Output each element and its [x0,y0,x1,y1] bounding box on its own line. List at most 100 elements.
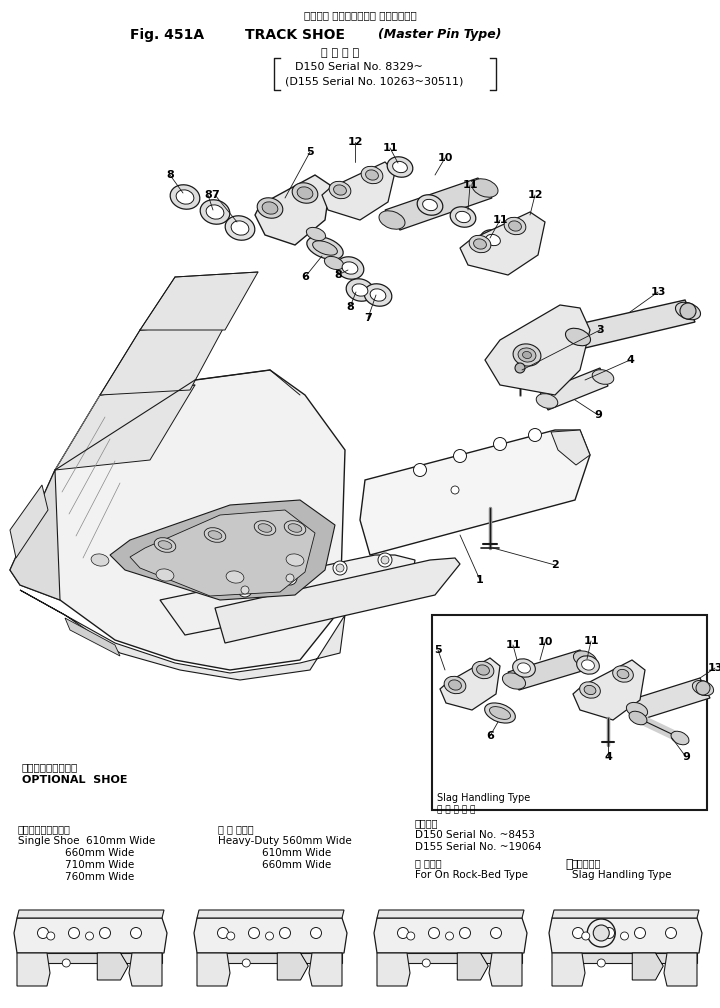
Circle shape [665,927,677,938]
Text: 3: 3 [596,325,604,335]
Ellipse shape [307,228,325,241]
Polygon shape [160,555,415,635]
Text: 適用号機: 適用号機 [415,818,438,828]
Text: 11: 11 [462,180,478,190]
Ellipse shape [693,680,714,696]
Circle shape [266,932,274,940]
Polygon shape [630,678,710,720]
Circle shape [422,959,431,967]
Polygon shape [129,953,162,986]
Ellipse shape [617,669,629,678]
Circle shape [397,927,408,938]
Ellipse shape [336,257,364,279]
Circle shape [37,927,48,938]
Text: Heavy-Duty 560mm Wide: Heavy-Duty 560mm Wide [218,836,352,846]
Circle shape [680,303,696,319]
Polygon shape [277,953,308,980]
Ellipse shape [474,239,487,249]
Polygon shape [17,910,164,918]
Circle shape [99,927,110,938]
Ellipse shape [469,235,491,253]
Text: 11: 11 [492,215,508,225]
Ellipse shape [508,221,521,231]
Polygon shape [457,953,488,980]
Polygon shape [20,590,345,680]
Polygon shape [197,910,344,918]
Circle shape [493,437,506,451]
Circle shape [696,681,710,695]
Ellipse shape [518,663,531,673]
Ellipse shape [307,237,343,259]
Ellipse shape [582,660,595,670]
Text: 4: 4 [604,752,612,762]
Ellipse shape [329,181,351,199]
Circle shape [572,927,583,938]
Ellipse shape [379,211,405,229]
Ellipse shape [176,190,194,205]
Text: 7: 7 [211,190,219,200]
Circle shape [130,927,142,938]
Circle shape [588,919,616,947]
Polygon shape [215,558,460,643]
Polygon shape [10,370,345,670]
Ellipse shape [208,531,222,539]
Circle shape [490,927,502,938]
Polygon shape [552,953,585,986]
Ellipse shape [364,284,392,306]
Text: TRACK SHOE: TRACK SHOE [245,28,345,42]
Polygon shape [55,385,195,470]
Text: 660mm Wide: 660mm Wide [65,848,134,858]
Polygon shape [460,212,545,275]
Polygon shape [110,500,335,600]
Polygon shape [489,953,522,986]
Ellipse shape [450,207,476,227]
Polygon shape [664,953,697,986]
Ellipse shape [518,348,536,362]
Ellipse shape [580,681,600,699]
Ellipse shape [284,521,306,535]
Circle shape [515,363,525,373]
Circle shape [227,932,235,940]
Circle shape [68,927,79,938]
Polygon shape [377,953,410,986]
Circle shape [603,927,614,938]
Ellipse shape [536,394,558,408]
Ellipse shape [158,540,172,549]
Circle shape [593,925,609,941]
Text: 2: 2 [551,560,559,570]
Ellipse shape [444,676,466,694]
Text: 9: 9 [594,410,602,420]
Circle shape [598,959,606,967]
Ellipse shape [154,537,176,552]
Circle shape [86,932,94,940]
Text: ノ ロ 処 理 用: ノ ロ 処 理 用 [437,805,475,814]
Polygon shape [100,325,225,395]
Circle shape [286,574,294,582]
Ellipse shape [262,202,278,214]
Polygon shape [551,430,590,465]
Text: 8: 8 [166,170,174,180]
Polygon shape [549,918,702,953]
Ellipse shape [342,262,358,274]
Ellipse shape [565,329,590,346]
Polygon shape [374,918,527,953]
Ellipse shape [204,527,226,542]
Circle shape [283,571,297,585]
Text: 13: 13 [650,287,666,297]
Ellipse shape [258,524,272,532]
Text: 8: 8 [334,270,342,280]
Ellipse shape [226,571,244,583]
Ellipse shape [325,256,343,269]
Circle shape [428,927,439,938]
Ellipse shape [254,521,276,535]
Text: 13: 13 [707,663,720,673]
Polygon shape [140,272,258,330]
Ellipse shape [504,218,526,235]
Text: 5: 5 [306,147,314,157]
Text: 10: 10 [437,153,453,163]
Ellipse shape [485,234,500,246]
Ellipse shape [513,659,536,677]
Circle shape [336,564,344,572]
Text: 10: 10 [537,637,553,647]
Text: Single Shoe  610mm Wide: Single Shoe 610mm Wide [18,836,156,846]
